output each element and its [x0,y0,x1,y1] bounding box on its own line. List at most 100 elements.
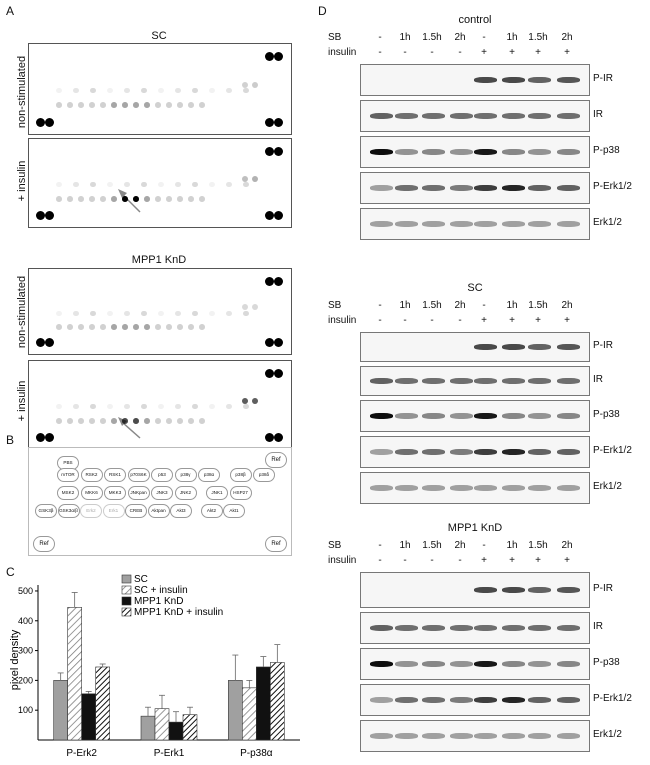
blot-band [474,587,497,593]
blot-band [528,661,551,667]
blot-band [395,221,418,227]
blot-band [557,344,580,350]
blot-band [450,113,473,119]
blot-band [502,413,525,419]
array-spot [78,418,84,424]
array-spot [188,196,194,202]
array-spot [44,210,54,220]
array-spot [90,88,96,94]
array-spot [166,102,172,108]
blot-group-title: SC [467,282,483,294]
blot-band [502,77,525,83]
array-spot [175,310,181,316]
array-spot [35,210,45,220]
y-tick-label: 400 [18,616,33,626]
bar [53,680,68,741]
blot-band [557,378,580,384]
array-spot [242,81,248,88]
bar [95,666,110,741]
sb-lane-value: 2h [561,32,573,43]
array-spot [133,418,139,424]
insulin-lane-value: - [458,47,462,58]
array-spot [122,196,128,202]
array-spot [100,418,106,424]
array-spot [73,182,79,188]
sb-lane-value: - [482,540,486,551]
legend-swatch [121,574,132,584]
blot-band [528,221,551,227]
blot-strip [360,332,590,362]
blot-band [370,485,393,491]
blot-group-title: MPP1 KnD [447,522,503,534]
array-spot [107,88,113,94]
arrow-icon [118,417,141,439]
y-tick-label: 500 [18,586,33,596]
array-spot [133,102,139,108]
blot-band [450,485,473,491]
sb-lane-value: 1h [506,32,518,43]
blot-band [502,185,525,191]
sc-insulin-label: + insulin [16,160,28,202]
blot-band [370,733,393,739]
blot-strip [360,720,590,752]
blot-band [422,149,445,155]
blot-band [474,344,497,350]
blot-band [502,587,525,593]
sb-lane-value: 1h [399,540,411,551]
legend-label: SC [134,574,148,585]
map-spot: HSP27 [229,486,252,500]
blot-band [422,485,445,491]
blot-label: P-Erk1/2 [593,445,632,456]
map-spot: p38δ [253,468,275,482]
array-spot [67,196,73,202]
blot-band [370,378,393,384]
array-spot [243,88,249,94]
blot-strip [360,648,590,680]
array-spot [177,418,183,424]
y-axis-label: pixel density [9,629,21,690]
array-spot [199,196,205,202]
array-spot [107,404,113,410]
blot-band [528,149,551,155]
blot-band [395,378,418,384]
blot-band [557,149,580,155]
blot-strip [360,366,590,396]
insulin-lane-value: + [535,47,541,58]
sb-lane-value: 2h [454,540,466,551]
insulin-row-label: insulin [328,47,357,58]
insulin-lane-value: - [430,555,434,566]
array-spot [124,88,130,94]
array-spot [141,88,147,94]
insulin-lane-value: - [403,555,407,566]
array-spot [56,102,62,108]
sb-lane-value: - [482,32,486,43]
blot-strip [360,572,590,608]
array-spot [264,117,274,127]
map-spot: Erk1 [102,504,125,518]
blot-band [528,625,551,631]
blot-strip [360,612,590,644]
array-spot [111,102,117,108]
array-spot [252,304,258,311]
array-spot [56,418,62,424]
blot-band [528,77,551,83]
array-spot [100,102,106,108]
blot-band [474,378,497,384]
array-spot [89,102,95,108]
sb-lane-value: 1h [506,540,518,551]
blot-band [474,221,497,227]
blot-band [502,449,525,455]
array-spot [264,210,274,220]
array-spot [35,117,45,127]
blot-band [502,661,525,667]
array-spot [264,432,274,442]
array-spot [100,196,106,202]
array-spot [273,337,283,347]
sb-lane-value: 1.5h [528,32,548,43]
array-spot [199,324,205,330]
array-spot [158,88,164,94]
insulin-lane-value: + [481,555,487,566]
array-spot [273,117,283,127]
blot-band [528,733,551,739]
array-spot [199,418,205,424]
